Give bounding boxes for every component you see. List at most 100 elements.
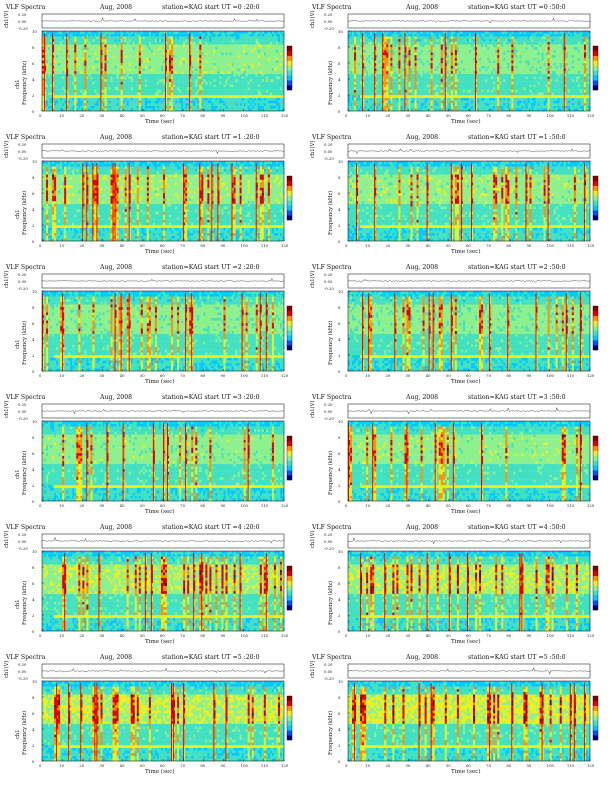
y-tick-label: 8: [32, 695, 34, 700]
spectrogram-cells: [348, 681, 591, 762]
y-tick-label: 2: [338, 743, 340, 748]
x-tick-label: 80: [506, 373, 511, 378]
sferic-line: [56, 683, 58, 761]
x-tick-label: 20: [79, 113, 84, 118]
y-tick-label: 10: [32, 289, 37, 294]
x-tick-label: 30: [100, 763, 105, 768]
sferic-line: [247, 423, 249, 501]
title-left: VLF Spectra: [6, 4, 45, 11]
x-tick-label: 70: [486, 243, 491, 248]
y-tick-label: 0: [338, 369, 340, 374]
spectrogram-panel: VLF Spectra Aug, 2008 station=KAG start UT…: [308, 4, 599, 128]
y-tick-label: 0: [338, 629, 340, 634]
x-tick-label: 40: [120, 373, 125, 378]
x-tick-label: 10: [59, 373, 64, 378]
sferic-line: [86, 423, 88, 501]
sferic-line: [152, 423, 154, 501]
ch-waveform: [347, 537, 591, 545]
sferic-line: [475, 33, 476, 111]
sferic-line: [265, 553, 267, 631]
spectrogram-panel: VLF Spectra Aug, 2008 station=KAG start UT…: [2, 654, 293, 778]
x-tick-label: 80: [200, 243, 205, 248]
sferic-line: [114, 293, 116, 371]
x-tick-label: 40: [120, 763, 125, 768]
x-axis-title: Time (sec): [451, 509, 481, 515]
x-tick-label: 70: [180, 633, 185, 638]
x-tick-label: 30: [100, 373, 105, 378]
ch-tick-label: -0.20: [324, 676, 334, 681]
y-tick-label: 0: [338, 239, 340, 244]
sferic-line: [241, 293, 243, 371]
sferic-line: [185, 293, 187, 371]
spectrogram-panel: VLF Spectra Aug, 2008 station=KAG start UT…: [2, 134, 293, 258]
sferic-line: [173, 683, 174, 761]
sferic-line: [579, 423, 581, 501]
x-tick-label: 10: [59, 113, 64, 118]
x-tick-label: 40: [426, 243, 431, 248]
y-tick-label: 6: [338, 321, 340, 326]
x-tick-label: 40: [426, 113, 431, 118]
x-tick-label: 70: [486, 633, 491, 638]
sferic-line: [563, 33, 565, 111]
spectrogram-cells: [348, 551, 591, 632]
x-tick-label: 120: [281, 763, 288, 768]
x-tick-label: 20: [79, 763, 84, 768]
x-tick-label: 30: [406, 373, 411, 378]
y-tick-label: 10: [32, 549, 37, 554]
spectrogram-graphics: [41, 403, 293, 502]
spectrogram-cells: [348, 421, 591, 502]
y-tick-label: 2: [338, 613, 340, 618]
colorbar: [286, 435, 293, 481]
y-tick-label: 6: [338, 61, 340, 66]
x-tick-label: 10: [365, 373, 370, 378]
x-tick-label: 50: [140, 373, 145, 378]
sferic-line: [213, 683, 215, 761]
panel-title: VLF Spectra Aug, 2008 station=KAG start UT…: [308, 524, 588, 533]
title-date: Aug, 2008: [406, 524, 438, 531]
sferic-line: [114, 163, 116, 241]
sferic-line: [62, 293, 64, 371]
sferic-line: [535, 293, 537, 371]
x-tick-label: 70: [486, 373, 491, 378]
x-tick-label: 30: [406, 503, 411, 508]
x-tick-label: 120: [587, 633, 594, 638]
x-tick-label: 60: [160, 763, 165, 768]
x-tick-label: 90: [221, 113, 226, 118]
title-station: station=KAG start UT =5 :50:0: [468, 654, 566, 661]
ch-tick-label: 0.20: [324, 402, 332, 407]
sferic-line: [428, 293, 430, 371]
sferic-line: [547, 163, 549, 241]
sferic-line: [507, 293, 509, 371]
x-tick-label: 20: [79, 503, 84, 508]
colorbar: [592, 565, 599, 611]
title-station: station=KAG start UT =0 :50:0: [468, 4, 566, 11]
ch-tick-label: 0.20: [18, 142, 26, 147]
spectrogram-cells: [42, 681, 285, 762]
ch-waveform: [41, 409, 285, 415]
ch-tick-label: 0.00: [324, 149, 332, 154]
x-tick-label: 80: [506, 243, 511, 248]
colorbar: [592, 305, 599, 351]
ch-waveform: [347, 17, 591, 24]
x-tick-label: 80: [506, 763, 511, 768]
title-left: VLF Spectra: [312, 654, 351, 661]
ch-tick-label: 0.00: [324, 279, 332, 284]
ch-tick-label: 0.20: [18, 402, 26, 407]
sferic-line: [573, 683, 575, 761]
ch-waveform: [41, 149, 285, 155]
title-left: VLF Spectra: [312, 264, 351, 271]
title-station: station=KAG start UT =1 :20:0: [162, 134, 260, 141]
sferic-line: [68, 683, 70, 761]
y-tick-label: 4: [32, 597, 34, 602]
panel-title: VLF Spectra Aug, 2008 station=KAG start UT…: [308, 134, 588, 143]
ch-waveform: [41, 277, 285, 282]
x-axis-title: Time (sec): [145, 769, 175, 775]
ch-strip-frame: [41, 663, 285, 679]
x-tick-label: 30: [406, 763, 411, 768]
sferic-line: [255, 163, 257, 241]
spectrogram-panel: VLF Spectra Aug, 2008 station=KAG start UT…: [308, 394, 599, 518]
ch-tick-label: 0.20: [324, 142, 332, 147]
x-tick-label: 20: [79, 633, 84, 638]
x-tick-label: 100: [547, 503, 554, 508]
